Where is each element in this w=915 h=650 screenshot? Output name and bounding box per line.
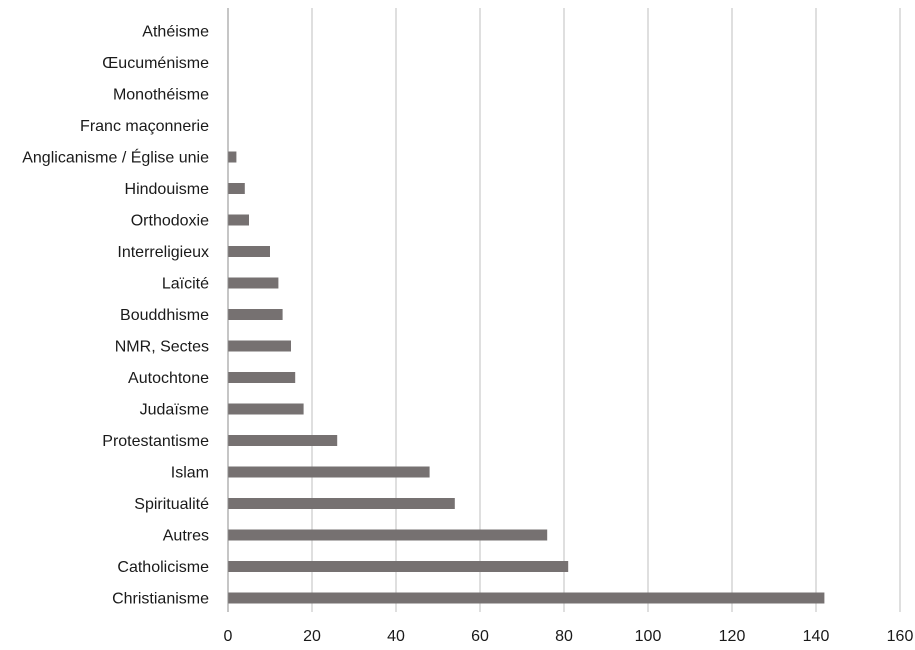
bar — [228, 309, 283, 320]
bar — [228, 498, 455, 509]
category-label: Franc maçonnerie — [80, 118, 209, 135]
x-tick-label: 0 — [224, 628, 233, 645]
bar — [228, 372, 296, 383]
x-tick-label: 100 — [635, 628, 662, 645]
bars — [228, 151, 825, 604]
bar — [228, 246, 270, 257]
category-label: Orthodoxie — [131, 213, 209, 230]
bar — [228, 277, 279, 289]
bar — [228, 529, 548, 541]
category-label: NMR, Sectes — [115, 339, 209, 356]
bar — [228, 561, 569, 572]
category-label: Laïcité — [162, 276, 209, 293]
category-label: Spiritualité — [134, 496, 209, 513]
bar — [228, 183, 245, 194]
category-label: Autochtone — [128, 370, 209, 387]
gridlines — [311, 8, 901, 612]
category-label: Islam — [171, 465, 209, 482]
x-tick-label: 80 — [555, 628, 573, 645]
category-label: Judaïsme — [140, 402, 209, 419]
category-label: Interreligieux — [117, 244, 209, 261]
x-tick-label: 60 — [471, 628, 489, 645]
x-tick-label: 20 — [303, 628, 321, 645]
category-label: Hindouisme — [125, 181, 210, 198]
bar — [228, 466, 430, 478]
category-label: Monothéisme — [113, 87, 209, 104]
bar — [228, 403, 304, 415]
category-label: Autres — [163, 528, 209, 545]
x-tick-label: 40 — [387, 628, 405, 645]
x-tick-labels: 0 20 40 60 80 100 120 140 160 — [224, 628, 914, 645]
category-label: Athéisme — [142, 24, 209, 41]
bar — [228, 214, 249, 226]
bar — [228, 435, 338, 446]
category-labels: Christianisme Catholicisme Autres Spiritual… — [22, 24, 209, 608]
category-label: Christianisme — [112, 591, 209, 608]
category-label: Protestantisme — [102, 433, 209, 450]
category-label: Anglicanisme / Église unie — [22, 148, 209, 167]
x-tick-label: 120 — [719, 628, 746, 645]
bar — [228, 151, 237, 163]
bar — [228, 340, 291, 352]
bar — [228, 592, 825, 604]
category-label: Œucuménisme — [102, 55, 209, 72]
x-tick-label: 140 — [803, 628, 830, 645]
x-tick-label: 160 — [887, 628, 914, 645]
category-label: Catholicisme — [117, 559, 209, 576]
category-label: Bouddhisme — [120, 307, 209, 324]
